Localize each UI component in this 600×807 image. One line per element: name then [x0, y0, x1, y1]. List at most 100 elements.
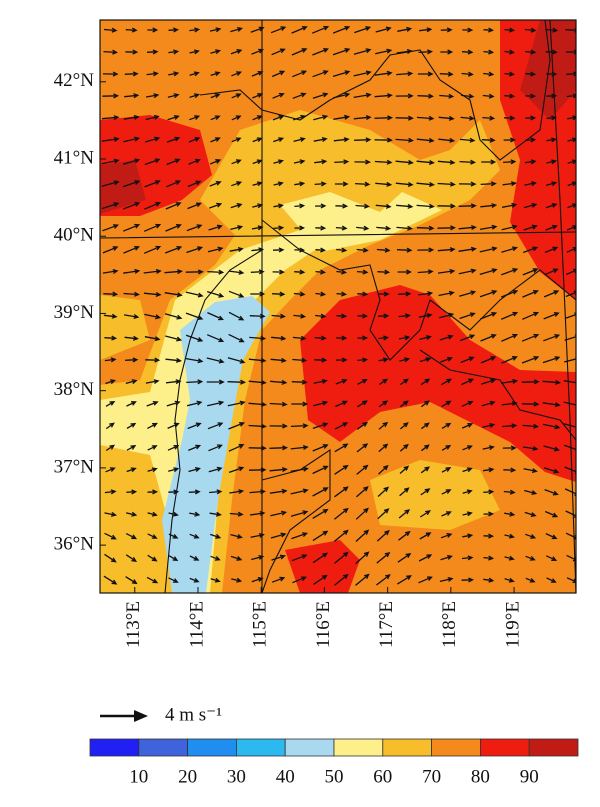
wind-vector — [315, 291, 327, 297]
wind-vector — [252, 203, 264, 209]
wind-vector — [166, 136, 181, 143]
wind-vector — [374, 70, 393, 76]
wind-vector — [335, 378, 348, 385]
y-tick-label: 37°N — [54, 456, 95, 477]
wind-vector — [251, 247, 265, 253]
wind-vector — [355, 203, 370, 209]
wind-vector — [228, 466, 245, 474]
wind-vector — [397, 552, 412, 563]
wind-vector — [545, 49, 558, 55]
wind-vector — [103, 575, 118, 585]
wind-vector — [504, 511, 516, 517]
wind-vector — [437, 247, 456, 253]
wind-vector — [416, 115, 435, 121]
wind-vector — [229, 489, 245, 495]
field-region — [280, 192, 442, 252]
wind-vector — [104, 357, 117, 363]
wind-vector — [314, 357, 328, 363]
wind-vector — [459, 137, 476, 143]
wind-vector — [355, 573, 370, 586]
wind-vector — [376, 574, 391, 586]
wind-vector — [292, 92, 307, 99]
wind-vector — [312, 487, 329, 497]
wind-vector — [334, 159, 350, 165]
wind-vector — [167, 422, 180, 429]
wind-vector — [102, 93, 120, 99]
wind-vector — [144, 201, 162, 210]
wind-vector — [439, 312, 455, 319]
wind-vector — [145, 114, 160, 121]
wind-vector — [313, 378, 328, 384]
y-tick-label: 36°N — [54, 533, 95, 554]
wind-vector — [294, 181, 306, 187]
wind-vector — [252, 181, 263, 187]
wind-vector — [378, 378, 389, 386]
wind-vector — [165, 379, 182, 385]
wind-vector — [187, 180, 202, 188]
wind-vector — [168, 511, 179, 517]
wind-vector — [210, 137, 221, 143]
wind-vector — [542, 423, 561, 430]
colorbar-tick-label: 10 — [129, 766, 148, 787]
wind-vector — [521, 401, 540, 407]
wind-vector — [146, 49, 159, 55]
wind-vector — [147, 27, 159, 33]
wind-vector — [125, 379, 138, 385]
wind-vector — [231, 577, 243, 583]
wind-vector — [166, 400, 181, 407]
wind-vector — [522, 445, 539, 451]
wind-vector — [523, 202, 538, 209]
wind-vector — [479, 246, 498, 253]
wind-vector — [483, 555, 495, 561]
wind-vector — [503, 115, 516, 121]
wind-vector — [483, 71, 495, 77]
wind-vector — [269, 423, 288, 429]
wind-vector — [416, 137, 435, 143]
wind-vector — [461, 423, 474, 429]
wind-vector — [101, 202, 120, 210]
colorbar-tick-label: 70 — [422, 766, 441, 787]
wind-vector — [378, 357, 389, 363]
wind-vector — [291, 25, 308, 34]
wind-vector — [271, 335, 287, 341]
wind-vector — [206, 379, 225, 385]
wind-vector — [206, 357, 225, 364]
wind-vector — [481, 378, 497, 385]
wind-vector — [229, 511, 244, 517]
wind-vector — [125, 554, 138, 563]
wind-vector — [230, 555, 243, 561]
wind-vector — [126, 511, 138, 517]
x-tick-label: 116°E — [313, 601, 334, 648]
wind-vector — [105, 467, 116, 473]
wind-vector — [501, 401, 518, 407]
wind-field — [101, 25, 576, 586]
wind-vector — [187, 202, 202, 210]
wind-vector — [378, 313, 390, 319]
wind-vector — [524, 159, 537, 165]
wind-vector — [459, 334, 476, 342]
wind-vector — [207, 422, 224, 430]
wind-vector — [209, 180, 222, 187]
wind-vector — [291, 554, 308, 562]
wind-vector — [525, 49, 537, 55]
wind-vector — [354, 26, 372, 34]
wind-vector — [395, 115, 414, 121]
wind-vector — [375, 26, 392, 33]
wind-vector — [396, 203, 414, 209]
wind-vector — [230, 26, 244, 33]
wind-vector — [102, 71, 119, 77]
wind-vector — [353, 48, 372, 55]
wind-vector — [504, 555, 515, 561]
x-tick-label: 119°E — [502, 601, 523, 648]
wind-vector — [143, 223, 162, 232]
wind-vector — [313, 114, 329, 121]
wind-vector — [542, 402, 561, 408]
wind-vector — [543, 445, 560, 452]
field-region — [100, 295, 150, 360]
wind-vector — [353, 114, 372, 121]
wind-vector — [126, 489, 138, 495]
wind-vector — [399, 378, 409, 386]
wind-vector — [437, 181, 456, 187]
wind-vector — [354, 159, 372, 165]
wind-vector — [146, 400, 159, 407]
